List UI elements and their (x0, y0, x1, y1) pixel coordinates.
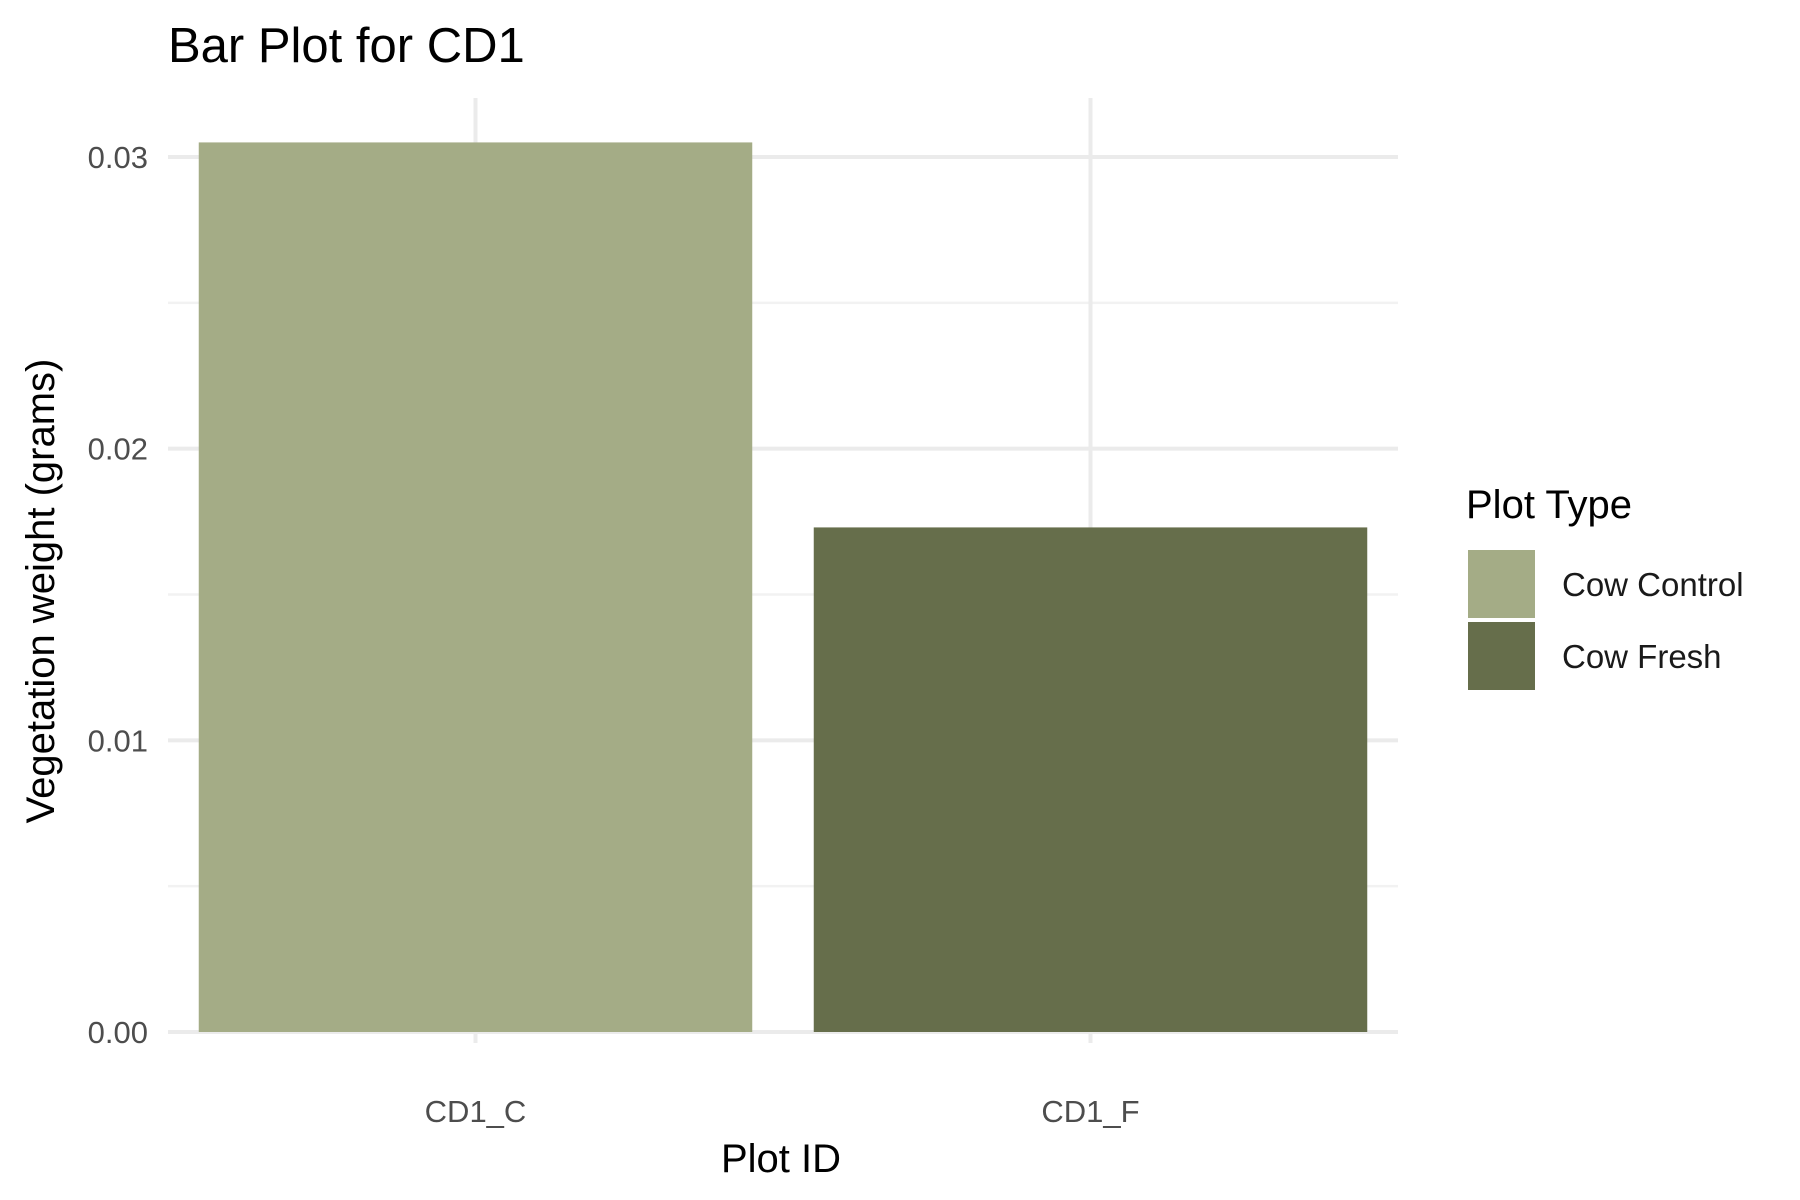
bar-cd1-f (813, 527, 1368, 1032)
x-axis-title: Plot ID (721, 1137, 841, 1181)
legend-label: Cow Fresh (1562, 638, 1722, 675)
y-tick-label: 0.02 (88, 432, 148, 467)
legend: Plot Type Cow Control Cow Fresh (1466, 483, 1744, 690)
y-tick-label: 0.00 (88, 1015, 148, 1050)
bars (198, 142, 1368, 1032)
x-tick-label: CD1_C (425, 1094, 527, 1129)
legend-title: Plot Type (1466, 483, 1632, 527)
legend-label: Cow Control (1562, 566, 1744, 603)
chart-title: Bar Plot for CD1 (168, 19, 525, 73)
x-axis-ticks: CD1_C CD1_F (425, 1094, 1140, 1129)
y-axis-ticks: 0.00 0.01 0.02 0.03 (88, 140, 148, 1050)
legend-swatch (1468, 550, 1535, 618)
y-tick-label: 0.03 (88, 140, 148, 175)
y-axis-title: Vegetation weight (grams) (19, 359, 63, 824)
x-tick-label: CD1_F (1041, 1094, 1139, 1129)
y-tick-label: 0.01 (88, 723, 148, 758)
legend-swatch (1468, 622, 1535, 690)
bar-cd1-c (198, 142, 753, 1032)
